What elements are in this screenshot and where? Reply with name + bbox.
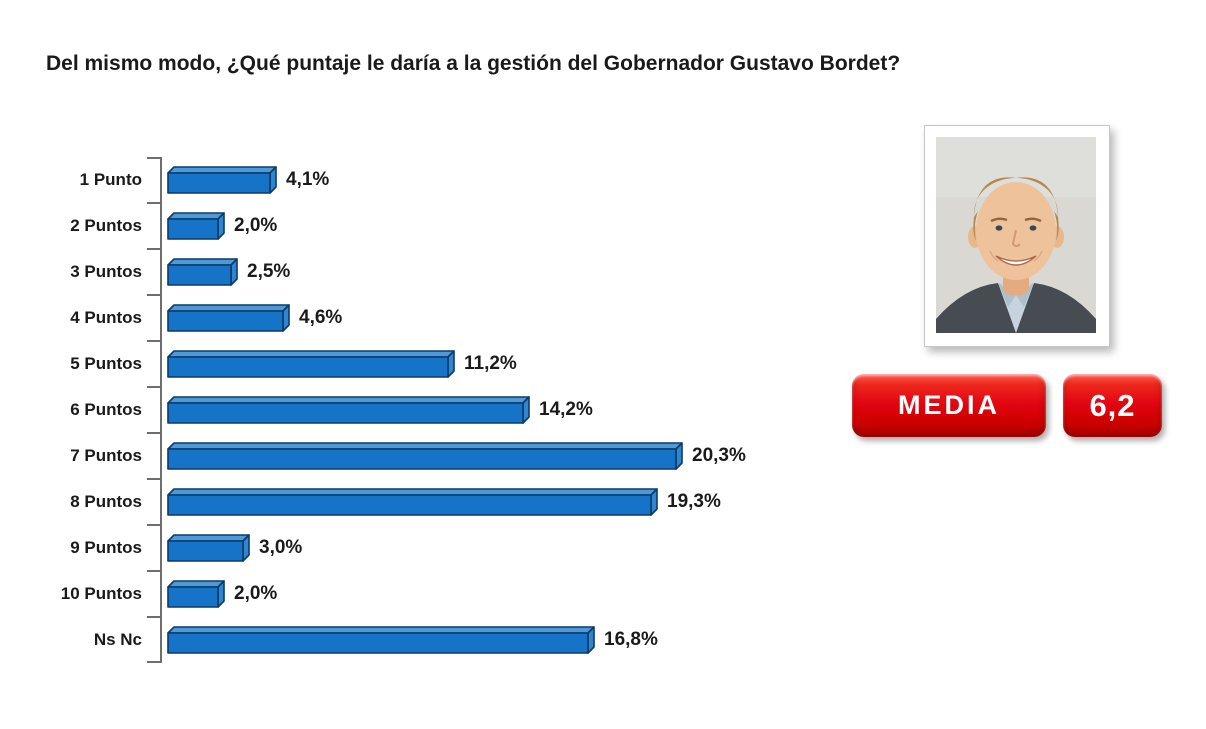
category-label: 2 Puntos [70,216,142,235]
category-label: 4 Puntos [70,308,142,327]
bar-3d [167,442,683,470]
value-label: 4,1% [286,169,330,190]
category-label: 1 Punto [79,170,142,189]
bar-row: 2 Puntos 2,0% [0,203,800,249]
bar-row: 7 Puntos 20,3% [0,433,800,479]
media-label-badge: MEDIA [852,374,1046,437]
category-label: 5 Puntos [70,354,142,373]
bar-3d [167,626,595,654]
value-label: 3,0% [259,537,303,558]
value-label: 19,3% [667,491,721,512]
bar-row: 4 Puntos 4,6% [0,295,800,341]
bar-3d [167,488,658,516]
axis-tick [147,524,162,526]
value-label: 2,0% [234,583,278,604]
bar-row: 10 Puntos 2,0% [0,571,800,617]
category-label: 7 Puntos [70,446,142,465]
y-axis-line [160,157,162,663]
value-label: 14,2% [539,399,593,420]
media-value-badge: 6,2 [1063,374,1162,437]
bar-3d [167,166,277,194]
category-label: Ns Nc [93,630,142,649]
axis-tick [147,386,162,388]
bar-row: 8 Puntos 19,3% [0,479,800,525]
bar-chart: 1 Punto 4,1% 2 Puntos 2,0% 3 Puntos 2,5% 4 Pun… [0,157,800,663]
axis-tick [147,248,162,250]
bar-3d [167,534,250,562]
portrait-frame [924,125,1110,347]
bar-row: 9 Puntos 3,0% [0,525,800,571]
value-label: 20,3% [692,445,746,466]
axis-tick [147,432,162,434]
value-label: 11,2% [464,353,517,374]
category-label: 6 Puntos [70,400,142,419]
category-label: 8 Puntos [70,492,142,511]
axis-tick [147,294,162,296]
bar-3d [167,212,225,240]
bar-3d [167,304,290,332]
axis-tick [147,202,162,204]
media-value: 6,2 [1089,387,1136,423]
bar-row: Ns Nc 16,8% [0,617,800,663]
chart-title: Del mismo modo, ¿Qué puntaje le daría a … [46,52,901,75]
axis-tick [147,340,162,342]
value-label: 16,8% [604,629,658,650]
axis-tick [147,661,162,663]
axis-tick [147,570,162,572]
category-label: 9 Puntos [70,538,142,557]
bar-3d [167,350,455,378]
value-label: 2,0% [234,215,278,236]
bar-row: 5 Puntos 11,2% [0,341,800,387]
bar-3d [167,580,225,608]
bar-row: 6 Puntos 14,2% [0,387,800,433]
media-label: MEDIA [898,390,1000,420]
bar-3d [167,396,530,424]
value-label: 4,6% [299,307,343,328]
bar-row: 1 Punto 4,1% [0,157,800,203]
axis-tick [147,157,162,159]
bar-3d [167,258,238,286]
axis-tick [147,616,162,618]
portrait-photo [936,137,1096,333]
category-label: 10 Puntos [60,584,142,603]
bar-row: 3 Puntos 2,5% [0,249,800,295]
axis-tick [147,478,162,480]
category-label: 3 Puntos [70,262,142,281]
value-label: 2,5% [247,261,291,282]
